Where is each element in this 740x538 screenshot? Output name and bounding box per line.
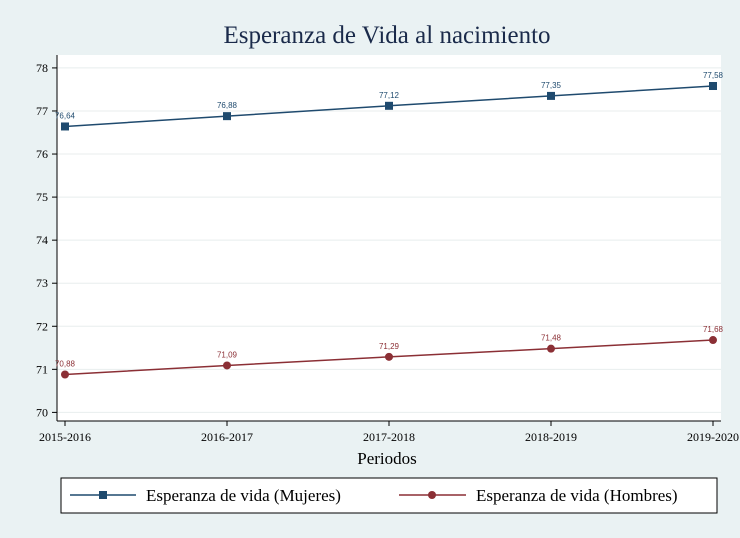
data-label: 71,68 xyxy=(703,325,724,334)
data-point xyxy=(223,361,231,370)
x-axis-label: Periodos xyxy=(357,449,417,468)
data-label: 77,58 xyxy=(703,71,724,80)
legend-label-hombres: Esperanza de vida (Hombres) xyxy=(476,486,678,505)
y-tick-label: 77 xyxy=(36,104,48,118)
data-point xyxy=(385,352,393,361)
series-layer: 76,64 76,88 77,12 77,35 77,58 70,88 71,09 71,29… xyxy=(55,71,724,379)
legend-marker-mujeres xyxy=(99,491,107,499)
x-tick-label: 2017-2018 xyxy=(363,430,415,444)
x-tick-label: 2016-2017 xyxy=(201,430,253,444)
legend: Esperanza de vida (Mujeres) Esperanza de… xyxy=(60,477,718,514)
y-tick-label: 75 xyxy=(36,190,48,204)
axes: 70 71 72 73 74 75 76 77 78 2015-2016 2016-2017 2017… xyxy=(36,55,739,444)
y-tick-label: 74 xyxy=(36,233,48,247)
data-label: 76,64 xyxy=(55,111,76,120)
data-label: 71,29 xyxy=(379,342,400,351)
data-point xyxy=(61,370,69,379)
y-tick-label: 70 xyxy=(36,405,48,419)
series-0: 76,64 76,88 77,12 77,35 77,58 xyxy=(55,71,724,131)
data-label: 77,12 xyxy=(379,91,400,100)
data-point xyxy=(385,101,393,110)
x-tick-label: 2018-2019 xyxy=(525,430,577,444)
data-point xyxy=(547,91,555,100)
data-label: 71,48 xyxy=(541,334,562,343)
x-tick-label: 2015-2016 xyxy=(39,430,91,444)
plot-area xyxy=(57,55,721,421)
y-tick-label: 71 xyxy=(36,362,48,376)
data-label: 77,35 xyxy=(541,81,562,90)
data-point xyxy=(547,344,555,353)
y-tick-label: 78 xyxy=(36,61,48,75)
data-point xyxy=(709,336,717,345)
data-point xyxy=(223,112,231,121)
data-label: 70,88 xyxy=(55,359,76,368)
y-tick-label: 72 xyxy=(36,319,48,333)
x-tick-label: 2019-2020 xyxy=(687,430,739,444)
y-tick-label: 73 xyxy=(36,276,48,290)
y-tick-label: 76 xyxy=(36,147,48,161)
data-label: 76,88 xyxy=(217,101,238,110)
series-1: 70,88 71,09 71,29 71,48 71,68 xyxy=(55,325,724,379)
legend-label-mujeres: Esperanza de vida (Mujeres) xyxy=(146,486,341,505)
legend-box xyxy=(60,477,718,514)
chart-title: Esperanza de Vida al nacimiento xyxy=(223,22,550,49)
data-point xyxy=(709,82,717,91)
legend-marker-hombres xyxy=(428,491,436,499)
data-point xyxy=(61,122,69,131)
data-label: 71,09 xyxy=(217,350,238,359)
